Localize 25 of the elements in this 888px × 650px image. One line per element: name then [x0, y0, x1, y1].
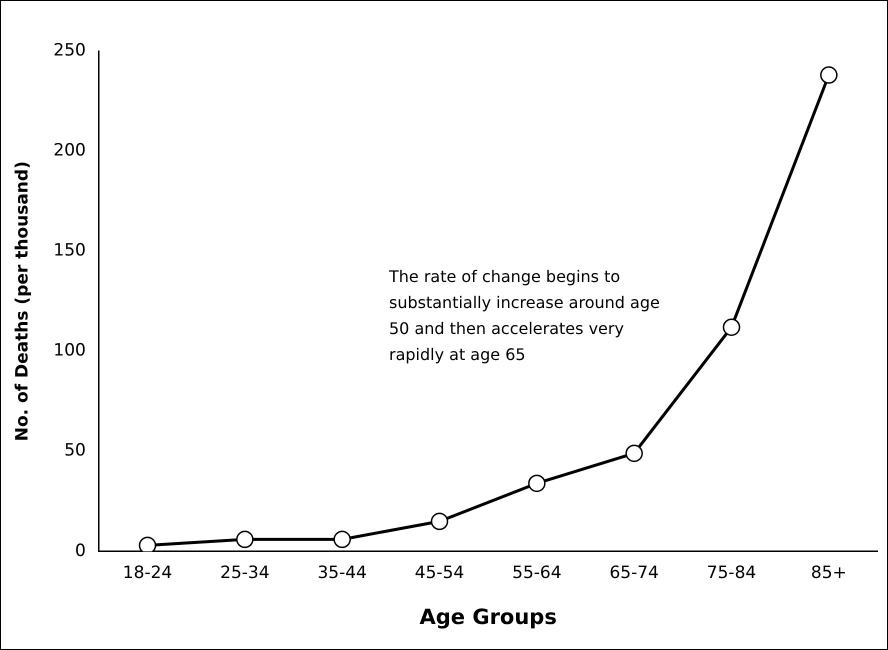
x-axis-title: Age Groups — [420, 604, 557, 629]
y-tick-label: 200 — [53, 140, 86, 160]
y-tick-label: 150 — [53, 240, 86, 261]
y-tick-label: 50 — [64, 440, 86, 461]
x-tick-label: 25-34 — [220, 563, 270, 584]
point — [820, 66, 838, 84]
y-tick-label: 250 — [53, 40, 86, 60]
annotation: The rate of change begins to substantially increase around age 50 and then accelerates very rapidly at age 65 — [389, 266, 661, 366]
x-tick-label: 65-74 — [609, 563, 659, 584]
point — [333, 530, 351, 548]
x-tick-label: 45-54 — [414, 563, 464, 584]
point — [236, 530, 254, 548]
y-tick-label: 0 — [75, 540, 86, 561]
y-axis-title: No. of Deaths (per thousand) — [12, 161, 33, 442]
x-tick-label: 18-24 — [122, 563, 172, 584]
point — [138, 536, 156, 552]
point — [625, 444, 643, 462]
y-tick-label: 100 — [53, 340, 86, 361]
x-tick-label: 35-44 — [317, 563, 367, 584]
x-tick-label: 55-64 — [512, 563, 562, 584]
point — [430, 512, 448, 530]
point — [528, 474, 546, 492]
x-tick-label: 85+ — [810, 563, 847, 584]
x-tick-label: 75-84 — [706, 563, 756, 584]
point — [722, 318, 740, 336]
